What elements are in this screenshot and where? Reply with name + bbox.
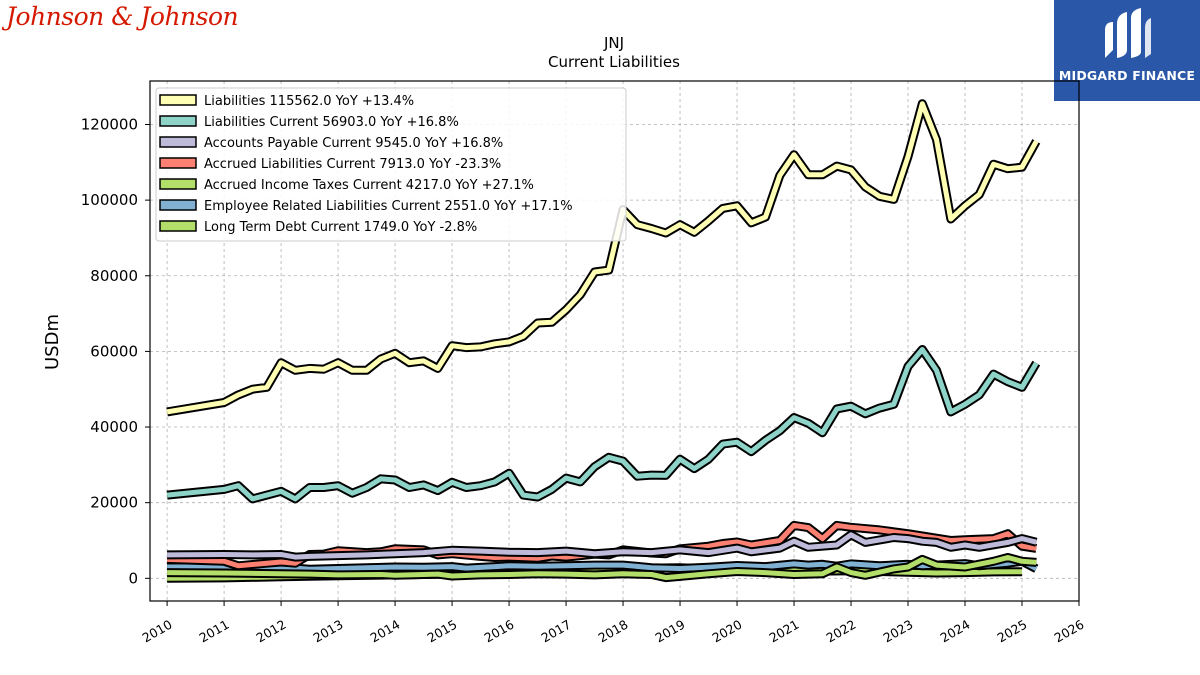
- legend-entry: Liabilities 115562.0 YoY +13.4%: [204, 94, 414, 109]
- legend-swatch: [159, 94, 197, 106]
- legend-swatch: [159, 199, 197, 211]
- x-tick-label: 2018: [595, 617, 630, 646]
- midgard-m-icon: [1105, 8, 1151, 58]
- legend-entry: Long Term Debt Current 1749.0 YoY -2.8%: [204, 220, 477, 235]
- legend-swatch: [159, 178, 197, 190]
- x-tick-label: 2022: [823, 617, 858, 646]
- legend-entry: Employee Related Liabilities Current 255…: [204, 199, 573, 214]
- x-tick-label: 2025: [994, 617, 1029, 646]
- legend-box: [155, 87, 627, 242]
- series-line: [166, 347, 1039, 502]
- series-line: [167, 532, 1037, 560]
- y-tick-label: 60000: [90, 342, 138, 360]
- x-tick-label: 2015: [425, 617, 460, 646]
- legend-swatch: [159, 220, 197, 232]
- legend-entry: Liabilities Current 56903.0 YoY +16.8%: [204, 115, 459, 130]
- legend-entry: Accrued Liabilities Current 7913.0 YoY -…: [204, 157, 501, 172]
- legend-entry: Accounts Payable Current 9545.0 YoY +16.…: [204, 136, 503, 151]
- y-tick-label: 0: [128, 569, 138, 587]
- x-tick-label: 2024: [937, 617, 972, 646]
- midgard-finance-label: MIDGARD FINANCE: [1058, 68, 1196, 83]
- johnson-and-johnson-logo: Johnson & Johnson: [6, 2, 239, 31]
- y-tick-label: 40000: [90, 418, 138, 436]
- y-tick-label: 120000: [81, 115, 138, 133]
- plot-frame: [149, 80, 1080, 602]
- x-tick-label: 2012: [254, 617, 289, 646]
- chart-subtitle: Current Liabilities: [548, 53, 680, 71]
- x-tick-label: 2014: [368, 617, 403, 646]
- legend-swatch: [159, 115, 197, 127]
- x-tick-label: 2021: [766, 617, 801, 646]
- y-axis-label: USDm: [42, 314, 63, 370]
- x-tick-label: 2019: [652, 617, 687, 646]
- series-line: [167, 555, 1037, 581]
- x-tick-label: 2017: [539, 617, 574, 646]
- y-tick-label: 20000: [90, 494, 138, 512]
- legend: Liabilities 115562.0 YoY +13.4% Liabiliti…: [155, 87, 627, 242]
- x-tick-label: 2026: [1051, 617, 1086, 646]
- y-tick-label: 100000: [81, 191, 138, 209]
- x-tick-label: 2020: [709, 617, 744, 646]
- legend-swatch: [159, 157, 197, 169]
- midgard-finance-logo: MIDGARD FINANCE: [1054, 0, 1200, 101]
- legend-entry: Accrued Income Taxes Current 4217.0 YoY …: [204, 178, 534, 193]
- x-tick-label: 2011: [197, 617, 232, 646]
- x-tick-label: 2013: [311, 617, 346, 646]
- x-tick-label: 2016: [482, 617, 517, 646]
- legend-swatch: [159, 136, 197, 148]
- x-tick-label: 2023: [880, 617, 915, 646]
- x-tick-label: 2010: [140, 617, 175, 646]
- chart-title: JNJ: [603, 34, 624, 52]
- series-line: [167, 558, 1038, 572]
- y-tick-label: 80000: [90, 267, 138, 285]
